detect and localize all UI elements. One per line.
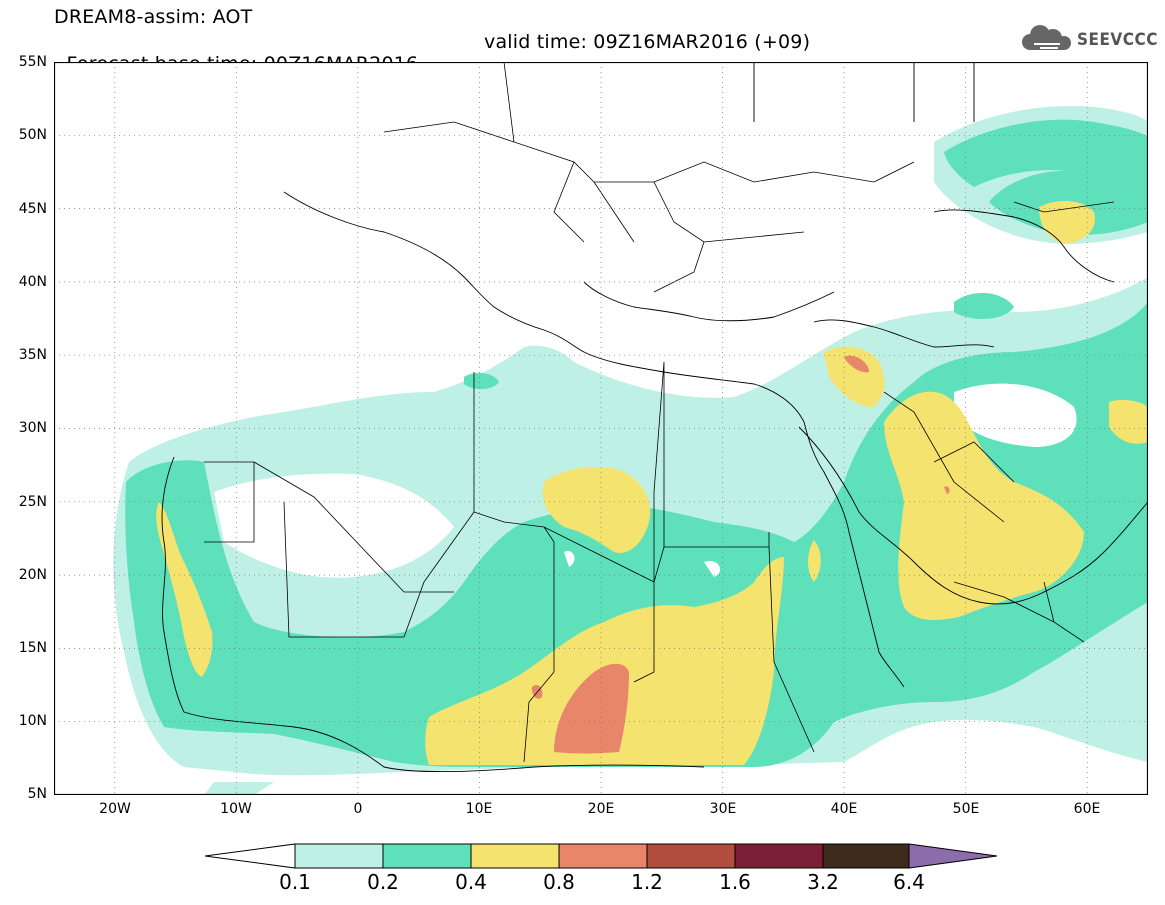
coastlines [161, 62, 1148, 772]
lat-label: 10N [18, 713, 47, 729]
colorbar-label: 6.4 [893, 870, 925, 894]
map-frame [54, 62, 1148, 795]
lat-label: 25N [18, 494, 47, 510]
grid-lines [54, 62, 1148, 795]
aot-contour-0.8 [531, 355, 950, 754]
lat-label: 50N [18, 127, 47, 143]
logo-text: SEEVCCC [1077, 30, 1158, 50]
lon-label: 30E [709, 801, 737, 817]
lat-label: 30N [18, 420, 47, 436]
valid-time: valid time: 09Z16MAR2016 (+09) [484, 31, 811, 53]
lat-label: 5N [27, 786, 47, 802]
lon-label: 50E [952, 801, 980, 817]
colorbar [205, 843, 998, 869]
aot-clear-areas [214, 383, 1077, 578]
aot-map [54, 62, 1148, 795]
lat-label: 40N [18, 274, 47, 290]
map-title: DREAM8-assim: AOT [54, 6, 253, 28]
lat-label: 35N [18, 347, 47, 363]
cloud-logo-icon [1022, 25, 1071, 50]
colorbar-label: 0.8 [543, 870, 575, 894]
colorbar-label: 0.2 [367, 870, 399, 894]
colorbar-label: 1.6 [719, 870, 751, 894]
lon-label: 10W [220, 801, 252, 817]
lat-label: 55N [18, 54, 47, 70]
lon-label: 0 [353, 801, 363, 817]
lat-label: 20N [18, 567, 47, 583]
lon-label: 40E [830, 801, 858, 817]
lon-label: 20E [587, 801, 615, 817]
lon-label: 20W [99, 801, 131, 817]
lon-label: 10E [465, 801, 493, 817]
lon-label: 60E [1073, 801, 1101, 817]
colorbar-label: 0.4 [455, 870, 487, 894]
colorbar-label: 0.1 [279, 870, 311, 894]
map-plot-area [54, 62, 1148, 795]
colorbar-label: 3.2 [807, 870, 839, 894]
colorbar-label: 1.2 [631, 870, 663, 894]
lat-label: 15N [18, 640, 47, 656]
lat-label: 45N [18, 201, 47, 217]
